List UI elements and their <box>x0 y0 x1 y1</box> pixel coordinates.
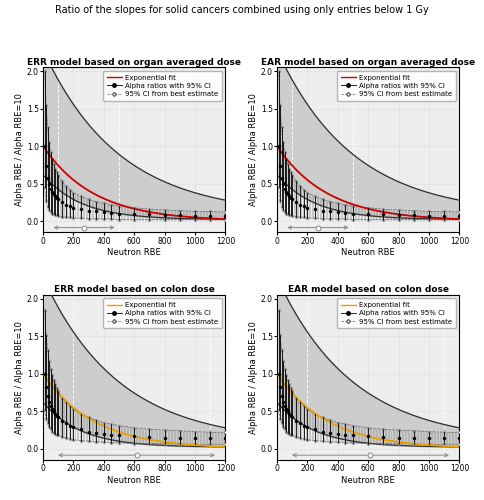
X-axis label: Neutron RBE: Neutron RBE <box>107 248 161 258</box>
X-axis label: Neutron RBE: Neutron RBE <box>107 476 161 485</box>
Y-axis label: Alpha RBE / Alpha RBE=10: Alpha RBE / Alpha RBE=10 <box>249 321 258 434</box>
Title: ERR model based on organ averaged dose: ERR model based on organ averaged dose <box>27 58 241 66</box>
X-axis label: Neutron RBE: Neutron RBE <box>341 476 395 485</box>
Legend: Exponential fit, Alpha ratios with 95% CI, 95% CI from best estimate: Exponential fit, Alpha ratios with 95% C… <box>337 71 456 101</box>
Y-axis label: Alpha RBE / Alpha RBE=10: Alpha RBE / Alpha RBE=10 <box>15 321 24 434</box>
Legend: Exponential fit, Alpha ratios with 95% CI, 95% CI from best estimate: Exponential fit, Alpha ratios with 95% C… <box>103 298 222 328</box>
X-axis label: Neutron RBE: Neutron RBE <box>341 248 395 258</box>
Text: Ratio of the slopes for solid cancers combined using only entries below 1 Gy: Ratio of the slopes for solid cancers co… <box>55 5 429 15</box>
Y-axis label: Alpha RBE / Alpha RBE=10: Alpha RBE / Alpha RBE=10 <box>249 94 258 206</box>
Title: ERR model based on colon dose: ERR model based on colon dose <box>54 285 215 294</box>
Y-axis label: Alpha RBE / Alpha RBE=10: Alpha RBE / Alpha RBE=10 <box>15 94 24 206</box>
Legend: Exponential fit, Alpha ratios with 95% CI, 95% CI from best estimate: Exponential fit, Alpha ratios with 95% C… <box>337 298 456 328</box>
Title: EAR model based on organ averaged dose: EAR model based on organ averaged dose <box>261 58 475 66</box>
Legend: Exponential fit, Alpha ratios with 95% CI, 95% CI from best estimate: Exponential fit, Alpha ratios with 95% C… <box>103 71 222 101</box>
Title: EAR model based on colon dose: EAR model based on colon dose <box>287 285 449 294</box>
